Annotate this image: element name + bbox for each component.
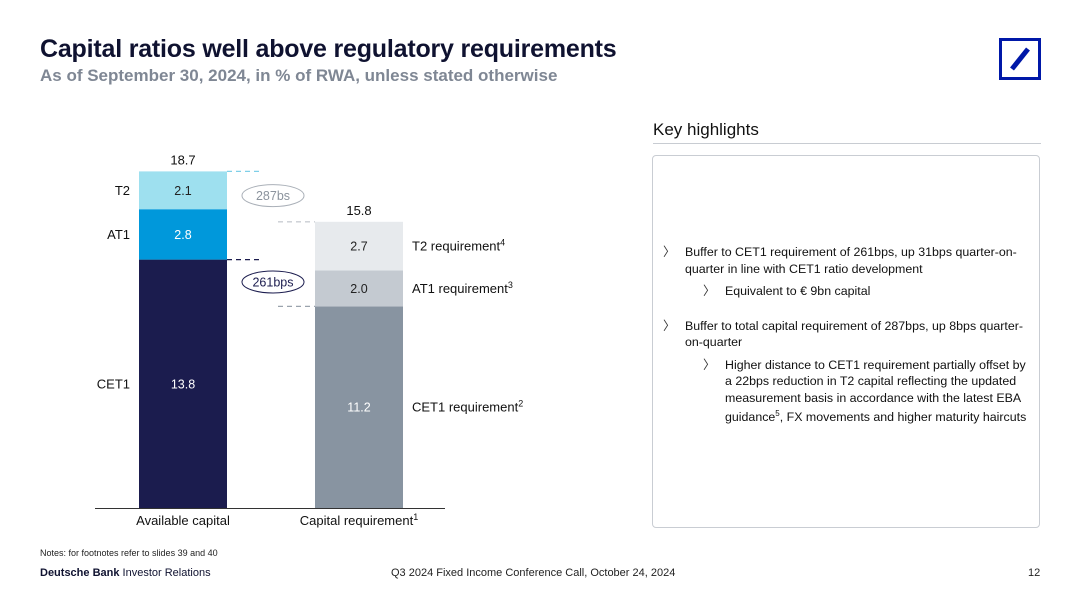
data-label: 2.0 <box>350 282 367 296</box>
data-label: 2.7 <box>350 240 367 254</box>
total-label: 15.8 <box>346 203 371 218</box>
footnote-marker: 4 <box>500 238 505 248</box>
footer-event: Q3 2024 Fixed Income Conference Call, Oc… <box>391 567 676 579</box>
highlight-subitem: 〉 Higher distance to CET1 requirement pa… <box>661 357 1035 426</box>
bar-segment-t2-1 <box>139 171 227 210</box>
highlight-text: Buffer to CET1 requirement of 261bps, up… <box>685 245 1017 276</box>
bar-segment-cet1-1 <box>139 259 227 508</box>
key-highlights-divider <box>653 143 1041 144</box>
highlight-item: 〉 Buffer to total capital requirement of… <box>661 318 1035 351</box>
chevron-right-icon: 〉 <box>703 284 716 298</box>
requirement-label: T2 requirement4 <box>412 238 505 254</box>
capital-ratio-chart: 13.8 2.8 2.1 18.7 Available capital 11.2 2.0 2.… <box>95 152 523 528</box>
key-highlights-list: 〉 Buffer to CET1 requirement of 261bps, … <box>661 244 1035 432</box>
chevron-right-icon: 〉 <box>663 318 676 333</box>
series-label-t2: T2 <box>115 183 130 198</box>
footer-brand-bold: Deutsche Bank <box>40 567 120 579</box>
page-number: 12 <box>1028 567 1041 579</box>
highlight-text-cont: , FX movements and higher maturity hairc… <box>779 410 1027 425</box>
data-label: 2.8 <box>174 228 191 242</box>
footnote-marker: 3 <box>508 280 513 290</box>
data-label: 13.8 <box>171 377 195 391</box>
footer-brand-rest: Investor Relations <box>119 567 211 579</box>
buffer-annotation-bubble <box>241 270 305 294</box>
bar-segment-cet1-2 <box>315 306 403 508</box>
highlight-item: 〉 Buffer to CET1 requirement of 261bps, … <box>661 244 1035 277</box>
buffer-annotation-label: 261bps <box>252 276 293 290</box>
highlight-text: Equivalent to € 9bn capital <box>725 284 871 298</box>
data-label: 11.2 <box>347 401 370 415</box>
category-label: Available capital <box>136 513 230 528</box>
bar-segment-at1-2 <box>315 270 403 307</box>
deutsche-bank-logo-icon <box>999 38 1041 80</box>
category-label: Capital requirement1 <box>300 512 418 528</box>
bar-segment-t2-2 <box>315 221 403 271</box>
total-label: 18.7 <box>170 152 195 167</box>
page-title: Capital ratios well above regulatory req… <box>40 35 617 63</box>
chevron-right-icon: 〉 <box>703 357 716 372</box>
footnote-marker: 1 <box>413 512 418 522</box>
footer-brand: Deutsche Bank Investor Relations <box>40 567 211 579</box>
series-label-at1: AT1 <box>107 227 130 242</box>
footnote-marker: 5 <box>775 409 780 418</box>
requirement-label: CET1 requirement2 <box>412 399 523 415</box>
chevron-right-icon: 〉 <box>663 245 676 259</box>
key-highlights-panel <box>652 155 1040 528</box>
requirement-label: AT1 requirement3 <box>412 280 513 296</box>
footnote-marker: 2 <box>518 399 523 409</box>
buffer-annotation-label: 287bs <box>256 189 290 203</box>
footnotes-note: Notes: for footnotes refer to slides 39 … <box>40 548 218 558</box>
highlight-text: Buffer to total capital requirement of 2… <box>685 318 1023 350</box>
page-subtitle: As of September 30, 2024, in % of RWA, u… <box>40 66 558 85</box>
key-highlights-title: Key highlights <box>653 120 759 139</box>
buffer-annotation-bubble <box>241 184 305 208</box>
series-label-cet1: CET1 <box>97 376 130 391</box>
highlight-subitem: 〉 Equivalent to € 9bn capital <box>661 283 1035 300</box>
highlight-text: Higher distance to CET1 requirement part… <box>725 357 1026 425</box>
data-label: 2.1 <box>174 184 191 198</box>
bar-segment-at1-1 <box>139 209 227 260</box>
